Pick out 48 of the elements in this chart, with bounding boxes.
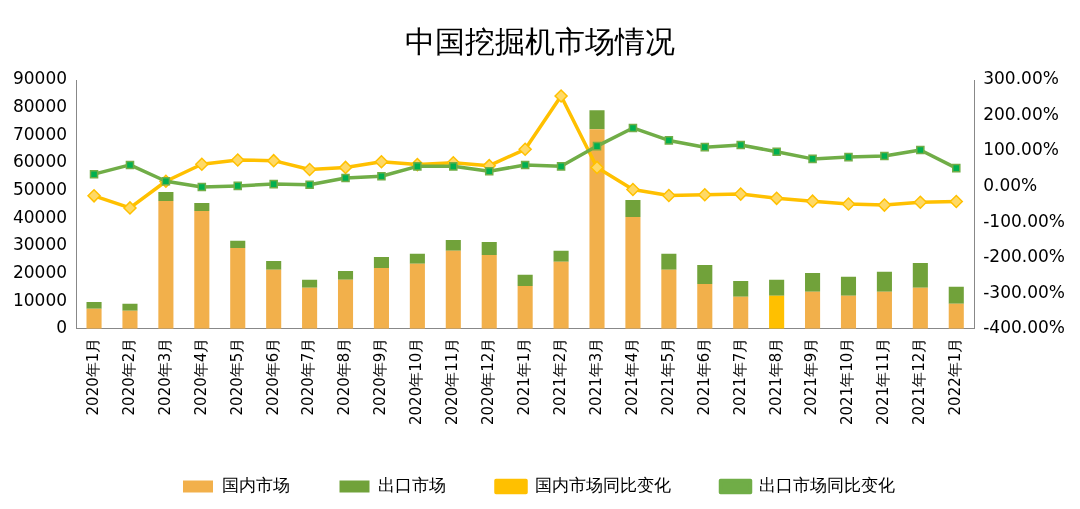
- x-tick-label: 2022年1月: [946, 337, 965, 416]
- x-tick-label: 2021年9月: [802, 337, 821, 416]
- x-tick-label: 2021年12月: [910, 337, 929, 425]
- y-tick-label: 80000: [12, 96, 68, 117]
- y2-tick-label: 100.00%: [983, 139, 1059, 160]
- x-tick-label: 2021年10月: [838, 337, 857, 425]
- x-tick-label: 2021年1月: [515, 337, 534, 416]
- y2-tick-label: 300.00%: [983, 68, 1059, 89]
- x-tick-label: 2020年9月: [371, 337, 390, 416]
- legend-label: 国内市场同比变化: [534, 474, 671, 495]
- y-tick-label: 20000: [12, 261, 68, 282]
- legend-label: 出口市场: [378, 474, 446, 495]
- x-tick-label: 2020年6月: [263, 337, 282, 416]
- y-tick-label: 30000: [12, 234, 68, 255]
- x-tick-label: 2021年7月: [730, 337, 749, 416]
- x-tick-label: 2021年8月: [766, 337, 785, 416]
- x-tick-label: 2020年11月: [443, 337, 462, 425]
- y2-tick-label: 200.00%: [983, 103, 1059, 124]
- y-tick-label: 50000: [12, 178, 68, 199]
- y2-tick-label: -100.00%: [983, 210, 1066, 231]
- x-tick-label: 2021年11月: [874, 337, 893, 425]
- x-tick-label: 2020年12月: [479, 337, 498, 425]
- legend-label: 国内市场: [221, 474, 290, 495]
- legend-label: 出口市场同比变化: [759, 474, 895, 495]
- y2-tick-label: -400.00%: [983, 317, 1066, 338]
- y-tick-label: 10000: [12, 289, 68, 310]
- x-tick-label: 2020年4月: [191, 337, 210, 416]
- y2-tick-label: 0.00%: [983, 175, 1038, 196]
- y-tick-label: 90000: [12, 68, 68, 89]
- x-tick-label: 2020年7月: [299, 337, 318, 416]
- x-tick-label: 2020年2月: [119, 337, 138, 416]
- x-tick-label: 2021年6月: [694, 337, 713, 416]
- y-tick-label: 0: [56, 317, 68, 338]
- x-tick-label: 2021年5月: [658, 337, 677, 416]
- x-tick-label: 2021年2月: [550, 337, 569, 416]
- y-tick-label: 70000: [12, 123, 68, 144]
- x-tick-label: 2020年1月: [83, 337, 102, 416]
- x-tick-label: 2020年5月: [227, 337, 246, 416]
- y2-tick-label: -300.00%: [983, 281, 1066, 302]
- y-tick-label: 60000: [12, 151, 68, 172]
- x-tick-label: 2020年8月: [335, 337, 354, 416]
- y-tick-label: 40000: [12, 206, 68, 227]
- x-tick-label: 2021年4月: [622, 337, 641, 416]
- x-tick-label: 2020年3月: [155, 337, 174, 416]
- y2-tick-label: -200.00%: [983, 246, 1066, 267]
- x-tick-label: 2020年10月: [407, 337, 426, 425]
- x-tick-label: 2021年3月: [586, 337, 605, 416]
- chart-title: 中国挖掘机市场情况: [404, 23, 676, 61]
